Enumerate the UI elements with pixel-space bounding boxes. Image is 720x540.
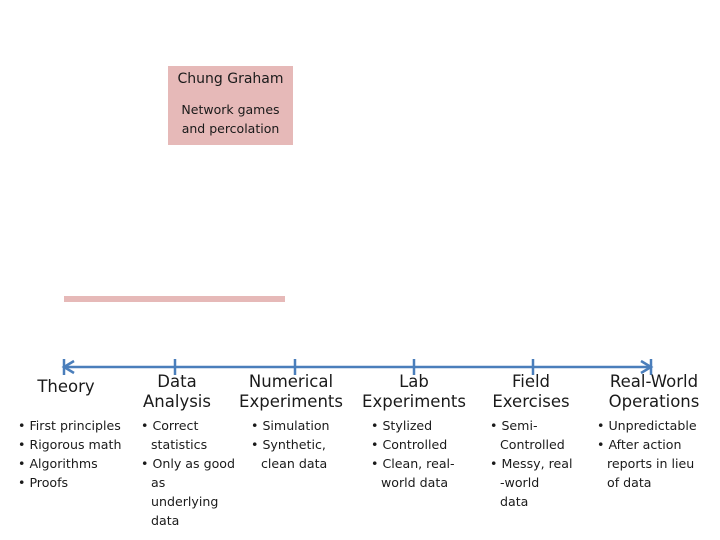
bullet-item: Messy, real -world data [490,454,590,511]
stage-label-real-world-operations: Real-World Operations [609,372,700,412]
highlight-bar [64,296,285,302]
stage-label-line: Real-World [609,372,699,391]
bullet-item: Simulation [251,416,346,435]
stage-label-line: Numerical [248,372,334,391]
bullet-item: Stylized [371,416,471,435]
stage-label-line: Lab [399,372,429,391]
stage-bullets-numerical-experiments: Simulation Synthetic, clean data [251,416,346,473]
stage-label-line: Operations [608,392,700,411]
stage-label-line: Field [511,372,551,391]
highlight-card: Chung Graham Network games and percolati… [168,66,293,145]
card-name: Chung Graham [177,71,284,87]
stage-label-line: Experiments [362,392,466,411]
stage-label-line: Data [157,372,197,391]
bullet-item: Only as good as underlying data [141,454,251,530]
bullet-item: Synthetic, clean data [251,435,346,473]
card-topic: Network games and percolation [168,100,293,138]
stage-label-line: Analysis [143,392,211,411]
bullet-item: Clean, real- world data [371,454,471,492]
bullet-item: First principles [18,416,136,435]
stage-bullets-field-exercises: Semi- Controlled Messy, real -world data [490,416,590,511]
bullet-item: Semi- Controlled [490,416,590,454]
stage-label-lab-experiments: Lab Experiments [362,372,466,412]
stage-label-field-exercises: Field Exercises [492,372,569,412]
bullet-item: Proofs [18,473,136,492]
stage-bullets-real-world-operations: Unpredictable After action reports in li… [597,416,715,492]
stage-label-line: Theory [37,377,95,396]
bullet-item: After action reports in lieu of data [597,435,715,492]
stage-label-line: Exercises [492,392,570,411]
stage-bullets-lab-experiments: Stylized Controlled Clean, real- world d… [371,416,471,492]
bullet-item: Correct statistics [141,416,251,454]
bullet-item: Rigorous math [18,435,136,454]
stage-bullets-data-analysis: Correct statistics Only as good as under… [141,416,251,530]
bullet-item: Algorithms [18,454,136,473]
bullet-item: Unpredictable [597,416,715,435]
stage-label-theory: Theory [37,377,94,397]
stage-label-numerical-experiments: Numerical Experiments [239,372,343,412]
stage-label-line: Experiments [239,392,343,411]
card-topic-line1: Network games [181,102,280,117]
stage-bullets-theory: First principles Rigorous math Algorithm… [18,416,136,492]
bullet-item: Controlled [371,435,471,454]
stage-label-data-analysis: Data Analysis [143,372,211,412]
card-topic-line2: and percolation [181,121,280,136]
